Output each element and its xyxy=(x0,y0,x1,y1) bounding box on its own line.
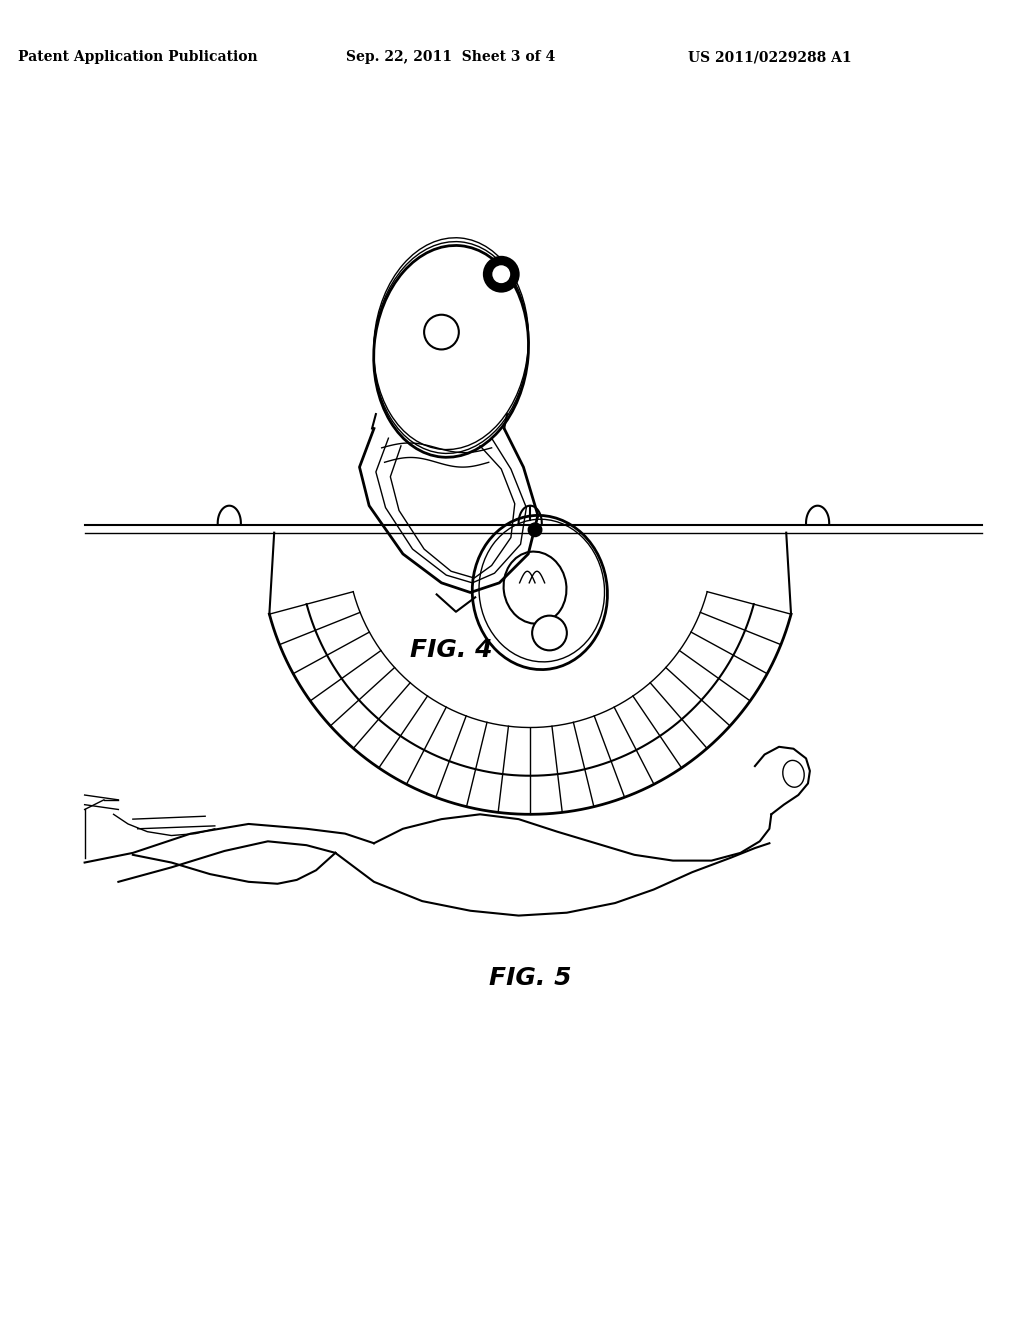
Text: Patent Application Publication: Patent Application Publication xyxy=(17,50,257,65)
Circle shape xyxy=(484,257,518,292)
Ellipse shape xyxy=(472,515,607,669)
Text: US 2011/0229288 A1: US 2011/0229288 A1 xyxy=(687,50,851,65)
Text: FIG. 4: FIG. 4 xyxy=(410,639,493,663)
Text: Sep. 22, 2011  Sheet 3 of 4: Sep. 22, 2011 Sheet 3 of 4 xyxy=(346,50,556,65)
Circle shape xyxy=(528,523,542,536)
Ellipse shape xyxy=(504,552,566,624)
Text: FIG. 5: FIG. 5 xyxy=(488,966,571,990)
Circle shape xyxy=(492,264,511,284)
Ellipse shape xyxy=(374,246,528,457)
Circle shape xyxy=(532,615,567,651)
